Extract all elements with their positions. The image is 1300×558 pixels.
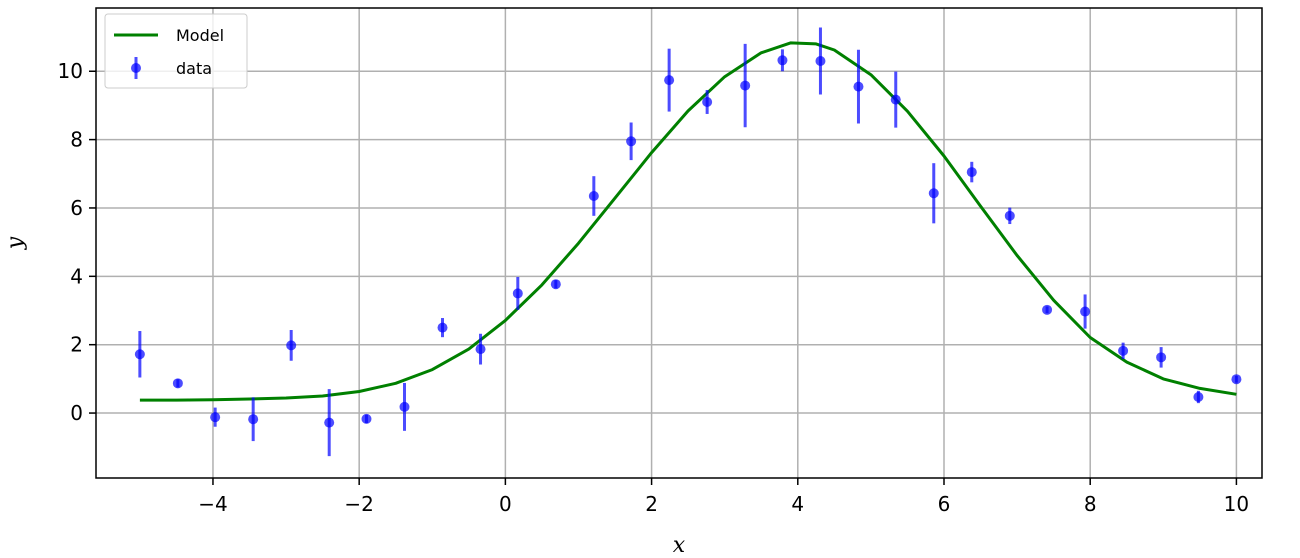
x-tick-label: −2: [344, 492, 373, 516]
data-point: [815, 55, 826, 66]
legend: Model data: [104, 13, 248, 89]
data-point: [475, 344, 486, 355]
data-point: [286, 340, 297, 351]
axis-ticks: −4 −2 0 2 4 6 8 10 0 2 4 6 8 10: [58, 59, 1250, 516]
data-point: [399, 401, 410, 412]
y-axis-label: y: [3, 236, 28, 250]
data-point: [777, 55, 788, 66]
data-point: [1004, 210, 1015, 221]
data-point: [361, 413, 372, 424]
grid: [96, 8, 1262, 478]
x-tick-label: 10: [1224, 492, 1249, 516]
y-tick-label: 2: [70, 333, 83, 357]
legend-data-marker: [131, 63, 141, 73]
x-tick-label: 0: [499, 492, 512, 516]
y-tick-label: 4: [70, 264, 83, 288]
x-tick-label: −4: [198, 492, 227, 516]
data-point: [1156, 352, 1167, 363]
plot-frame: [95, 7, 1263, 479]
data-point: [928, 188, 939, 199]
data-point: [853, 81, 864, 92]
data-point: [740, 80, 751, 91]
y-tick-label: 8: [70, 128, 83, 152]
data-point: [890, 94, 901, 105]
data-point: [512, 288, 523, 299]
data-point: [324, 417, 335, 428]
data-point: [437, 322, 448, 333]
y-tick-label: 0: [70, 401, 83, 425]
data-point: [550, 279, 561, 290]
data-point: [966, 167, 977, 178]
x-tick-label: 2: [645, 492, 658, 516]
x-tick-label: 8: [1084, 492, 1097, 516]
y-tick-label: 6: [70, 196, 83, 220]
data-point: [1042, 304, 1053, 315]
x-tick-label: 4: [791, 492, 804, 516]
data-point: [1193, 391, 1204, 402]
x-tick-label: 6: [938, 492, 951, 516]
data-point: [1080, 306, 1091, 317]
data-point: [1118, 345, 1129, 356]
data-point: [134, 349, 145, 360]
data-point: [664, 75, 675, 86]
data-point: [588, 191, 599, 201]
data-point: [248, 414, 259, 425]
legend-model-label: Model: [176, 26, 224, 45]
x-axis-label: x: [673, 533, 686, 558]
data-point: [172, 378, 183, 389]
legend-data-label: data: [176, 59, 212, 78]
data-point: [1231, 374, 1242, 385]
data-point: [702, 97, 713, 107]
data-points-layer: [134, 27, 1242, 457]
y-tick-label: 10: [58, 59, 83, 83]
data-point: [626, 136, 637, 147]
data-point: [210, 412, 221, 423]
